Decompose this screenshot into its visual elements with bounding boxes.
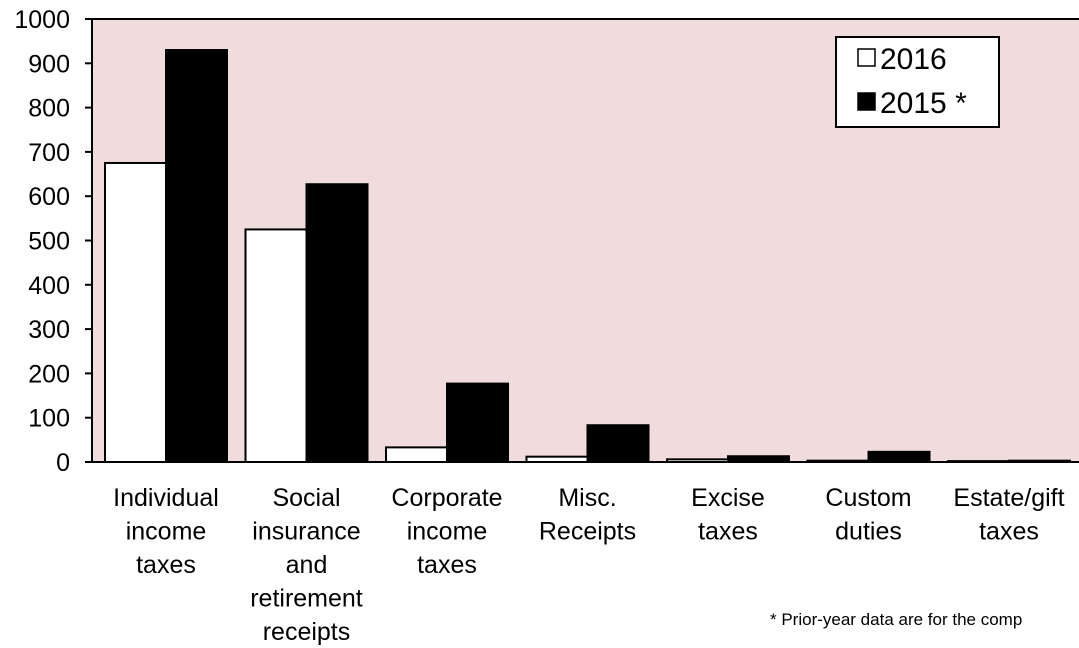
y-axis-ticks: 0 100 200 300 400 500 600 700 800 900 1000 [14, 6, 92, 477]
x-category-label: Estate/gift taxes [953, 484, 1064, 546]
y-tick-label: 0 [56, 449, 70, 477]
bar-2015-1 [305, 183, 369, 463]
x-category-label: Misc. Receipts [539, 484, 636, 546]
footnote: * Prior-year data are for the comp [770, 610, 1023, 629]
y-tick-label: 500 [28, 228, 70, 256]
y-tick-label: 400 [28, 272, 70, 300]
x-axis-labels: Individual income taxes Social insurance and r… [113, 484, 1064, 646]
x-category-label: Individual income taxes [113, 484, 219, 579]
y-tick-label: 800 [28, 95, 70, 123]
bar-2015-3 [586, 424, 650, 463]
y-tick-label: 900 [28, 50, 70, 78]
x-category-label: Excise taxes [691, 484, 765, 546]
legend-label-2016: 2016 [880, 43, 947, 76]
x-category-label: Social insurance and retirement receipts [250, 484, 363, 646]
y-tick-label: 300 [28, 316, 70, 344]
x-category-label: Custom duties [825, 484, 911, 546]
y-tick-label: 200 [28, 360, 70, 388]
bars-group [104, 49, 1071, 464]
bar-2015-0 [165, 49, 228, 463]
bar-2016-2 [385, 446, 448, 464]
legend-swatch-2015 [857, 92, 876, 111]
bar-2015-2 [446, 382, 509, 463]
x-category-label: Corporate income taxes [391, 484, 502, 579]
y-tick-label: 100 [28, 405, 70, 433]
y-tick-label: 1000 [14, 6, 70, 34]
legend-swatch-2016 [857, 48, 876, 67]
legend: 2016 2015 * [835, 36, 1000, 128]
bar-2015-5 [867, 450, 931, 464]
bar-2016-0 [104, 161, 167, 463]
bar-2016-1 [244, 228, 308, 463]
legend-label-2015: 2015 * [880, 87, 967, 120]
y-tick-label: 700 [28, 139, 70, 167]
y-tick-label: 600 [28, 183, 70, 211]
